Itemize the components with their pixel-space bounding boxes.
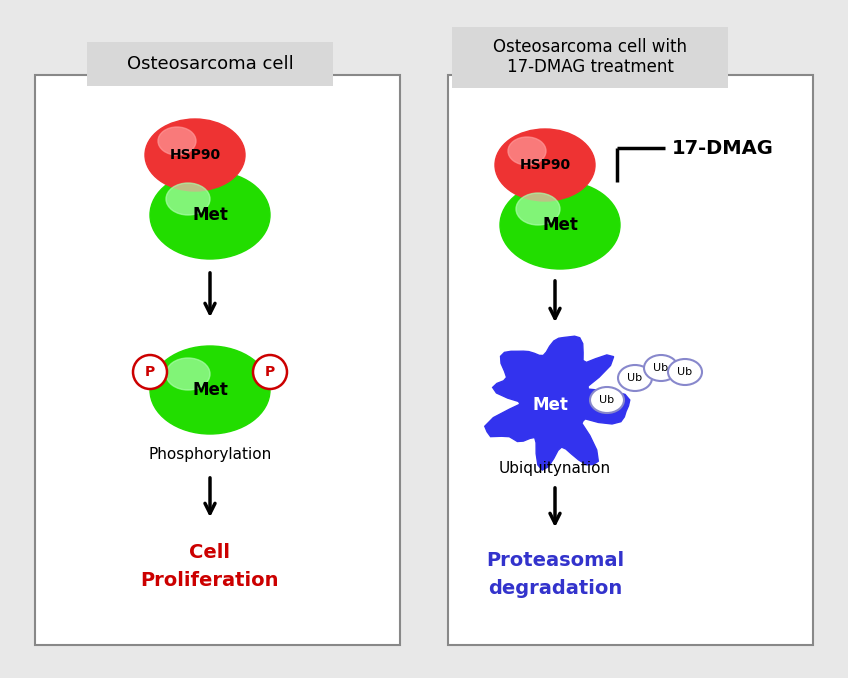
Text: Proteasomal: Proteasomal [486,551,624,570]
Text: HSP90: HSP90 [520,158,571,172]
Text: Ub: Ub [654,363,668,373]
Text: Osteosarcoma cell with
17-DMAG treatment: Osteosarcoma cell with 17-DMAG treatment [493,37,687,77]
FancyBboxPatch shape [87,42,333,86]
Circle shape [133,355,167,389]
Text: Met: Met [192,206,228,224]
Ellipse shape [618,365,652,391]
Ellipse shape [668,359,702,385]
Text: Phosphorylation: Phosphorylation [148,447,271,462]
Text: P: P [145,365,155,379]
Text: Ubiquitynation: Ubiquitynation [499,460,611,475]
Polygon shape [485,336,630,470]
Text: Ub: Ub [600,395,615,405]
Ellipse shape [145,119,245,191]
Text: 17-DMAG: 17-DMAG [672,140,774,159]
Text: degradation: degradation [488,578,622,597]
Ellipse shape [508,137,546,165]
Text: Met: Met [192,381,228,399]
Ellipse shape [166,183,210,215]
Circle shape [253,355,287,389]
Text: Proliferation: Proliferation [141,570,279,589]
Text: Ub: Ub [678,367,693,377]
FancyBboxPatch shape [452,27,728,88]
Ellipse shape [590,387,624,413]
Text: HSP90: HSP90 [170,148,220,162]
FancyBboxPatch shape [448,75,813,645]
Text: P: P [265,365,275,379]
Text: Met: Met [542,216,578,234]
Ellipse shape [150,346,270,434]
Text: Osteosarcoma cell: Osteosarcoma cell [126,55,293,73]
FancyBboxPatch shape [35,75,400,645]
Ellipse shape [166,358,210,390]
Text: Met: Met [532,396,568,414]
Ellipse shape [644,355,678,381]
Ellipse shape [158,127,196,155]
Text: Ub: Ub [628,373,643,383]
Ellipse shape [516,193,560,225]
Text: Cell: Cell [189,544,231,563]
Ellipse shape [495,129,595,201]
Ellipse shape [500,181,620,269]
Ellipse shape [150,171,270,259]
